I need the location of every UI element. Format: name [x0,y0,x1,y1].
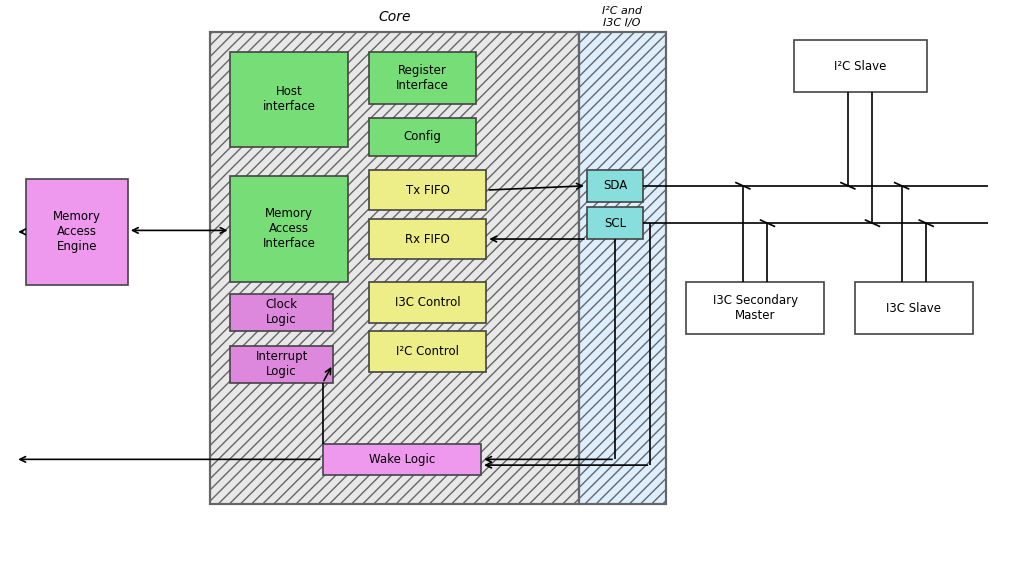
Bar [323,444,481,475]
Text: Memory
Access
Engine: Memory Access Engine [53,210,100,253]
Text: Register
Interface: Register Interface [396,64,449,92]
Bar [855,282,973,334]
Text: Interrupt
Logic: Interrupt Logic [255,350,308,378]
Bar [210,32,579,504]
Bar [230,52,348,147]
Bar [587,170,643,202]
Text: I²C and
I3C I/O: I²C and I3C I/O [602,6,642,28]
Bar [794,40,927,92]
Bar [369,219,486,259]
Text: SCL: SCL [604,217,626,230]
Bar [579,32,666,504]
Text: Rx FIFO: Rx FIFO [406,233,450,245]
Text: Memory
Access
Interface: Memory Access Interface [263,207,315,251]
Text: Config: Config [403,130,441,143]
Text: SDA: SDA [603,179,627,192]
Bar [686,282,824,334]
Bar [587,207,643,239]
Text: I²C Slave: I²C Slave [834,60,887,73]
Text: I3C Slave: I3C Slave [887,302,941,314]
Bar [230,176,348,282]
Text: Core: Core [378,10,411,24]
Bar [579,32,666,504]
Bar [369,331,486,372]
Bar [369,52,476,104]
Bar [369,170,486,210]
Text: Tx FIFO: Tx FIFO [406,184,450,196]
Bar [230,294,333,331]
Bar [210,32,579,504]
Text: Clock
Logic: Clock Logic [265,298,298,327]
Text: I3C Secondary
Master: I3C Secondary Master [713,294,798,322]
Bar [26,179,128,285]
Text: I3C Control: I3C Control [394,296,461,309]
Text: Host
interface: Host interface [263,85,315,113]
Text: Wake Logic: Wake Logic [369,453,435,466]
Bar [369,118,476,156]
Bar [369,282,486,323]
Text: I²C Control: I²C Control [396,345,459,358]
Bar [230,346,333,383]
